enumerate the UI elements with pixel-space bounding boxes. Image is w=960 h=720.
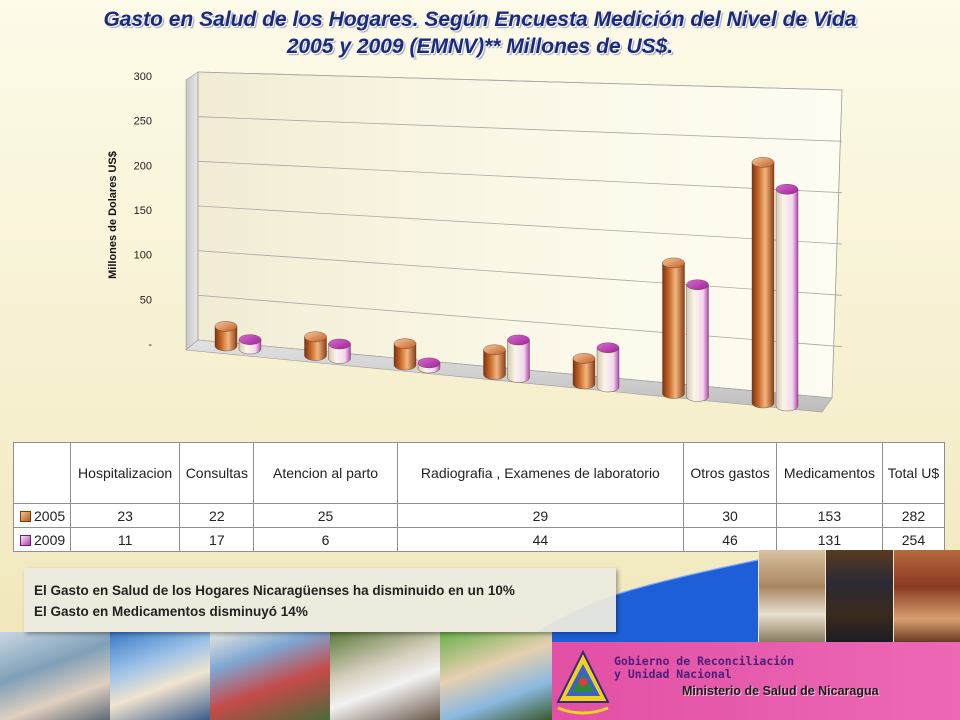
photo-image: [110, 632, 210, 720]
table-header-cell: Consultas: [179, 442, 255, 504]
bar-2009-consultas: [328, 338, 351, 364]
photo-image: [0, 632, 110, 720]
table-header-cell: Radiografia , Examenes de laboratorio: [396, 442, 685, 504]
bar-2009-total-u: [775, 184, 799, 412]
summary-line-1: El Gasto en Salud de los Hogares Nicarag…: [34, 583, 515, 598]
table-cell: 153: [776, 503, 883, 528]
y-axis-ticks: - 50 100 150 200 250 300: [134, 71, 153, 351]
y-tick-label: -: [148, 339, 152, 351]
table-header-row: Hospitalizacion Consultas Atencion al pa…: [13, 442, 946, 504]
bar-2009-atencion-al-parto: [417, 357, 441, 374]
table-cell: 6: [253, 527, 398, 552]
photo-image: [210, 632, 330, 720]
gridline: [197, 205, 843, 245]
portrait-image: [825, 550, 893, 642]
portrait-image: [892, 550, 960, 642]
portrait-image: [758, 550, 826, 642]
y-tick-label: 200: [134, 160, 152, 172]
data-table: Hospitalizacion Consultas Atencion al pa…: [13, 442, 946, 552]
gridline: [197, 294, 843, 348]
table-corner-cell: [13, 442, 71, 504]
bar-2009-otros-gastos: [596, 342, 620, 393]
table-header-cell: Atencion al parto: [253, 442, 398, 504]
nicaragua-shield-logo: [556, 649, 610, 715]
y-tick-label: 250: [134, 116, 152, 128]
y-tick-label: 300: [134, 71, 152, 83]
bar-2005-consultas: [304, 331, 327, 361]
gridlines: [197, 71, 843, 348]
legend-swatch-2009: [20, 535, 31, 547]
legend-cell-2005: 2005: [13, 503, 71, 528]
gridline: [197, 71, 843, 91]
government-line-2: y Unidad Nacional: [614, 667, 732, 681]
legend-label-2005: 2005: [34, 507, 66, 524]
government-line-1: Gobierno de Reconciliación: [614, 654, 795, 668]
table-header-cell: Total U$: [881, 442, 946, 504]
y-tick-label: 150: [134, 205, 152, 217]
legend-swatch-2005: [20, 511, 31, 523]
photo-image: [330, 632, 440, 720]
photo-image: [440, 632, 552, 720]
table-header-cell: Hospitalizacion: [69, 442, 181, 504]
bar-2005-hospitalizacion: [214, 321, 238, 352]
summary-note: El Gasto en Salud de los Hogares Nicarag…: [24, 568, 616, 632]
y-axis-label: Millones de Dolares US$: [107, 151, 119, 279]
chart-side-wall: [185, 71, 199, 351]
table-cell: 11: [69, 527, 181, 552]
bar-2009-hospitalizacion: [238, 334, 262, 355]
table-cell: 22: [179, 503, 255, 528]
bar-chart-3d: Millones de Dolares US$ - 50 100 150 200 250 3…: [107, 71, 843, 413]
table-cell: 254: [881, 527, 946, 552]
table-cell: 25: [253, 503, 398, 528]
summary-line-2: El Gasto en Medicamentos disminuyó 14%: [34, 604, 308, 619]
gridline: [197, 160, 843, 194]
table-cell: 282: [881, 503, 946, 528]
table-header-cell: Medicamentos: [776, 442, 883, 504]
ministry-name: Ministerio de Salud de Nicaragua: [682, 684, 879, 698]
bar-2009-radiografia-examenes-de-laboratorio: [507, 334, 530, 383]
table-header-cell: Otros gastos: [683, 442, 778, 504]
table-cell: 29: [396, 503, 685, 528]
y-tick-label: 50: [140, 294, 152, 306]
table-row: 2005 23 22 25 29 30 153 282: [13, 503, 946, 528]
chart-title: Gasto en Salud de los Hogares. Según Enc…: [0, 6, 960, 60]
legend-cell-2009: 2009: [13, 527, 71, 552]
legend-label-2009: 2009: [34, 531, 66, 548]
bar-2005-medicamentos: [662, 257, 685, 399]
ministry-banner: Gobierno de Reconciliación y Unidad Naci…: [552, 642, 960, 720]
table-cell: 30: [683, 503, 778, 528]
bar-2005-otros-gastos: [572, 353, 596, 390]
community-photo-strip: [0, 632, 552, 720]
gridline: [197, 250, 843, 296]
bar-2005-total-u: [751, 157, 775, 409]
bar-2005-radiografia-examenes-de-laboratorio: [483, 344, 506, 380]
chart-bars: [214, 157, 799, 412]
chart-title-line-1: Gasto en Salud de los Hogares. Según Enc…: [103, 8, 857, 31]
table-cell: 44: [396, 527, 685, 552]
historical-portraits: [758, 550, 960, 642]
gridline: [197, 116, 843, 142]
bar-2005-atencion-al-parto: [393, 338, 417, 371]
table-cell: 23: [69, 503, 181, 528]
bar-2009-medicamentos: [686, 279, 709, 402]
y-tick-label: 100: [134, 250, 152, 262]
table-cell: 131: [776, 527, 883, 552]
chart-title-line-2: 2005 y 2009 (EMNV)** Millones de US$.: [286, 35, 674, 58]
table-cell: 17: [179, 527, 255, 552]
table-cell: 46: [683, 527, 778, 552]
table-row: 2009 11 17 6 44 46 131 254: [13, 527, 946, 552]
